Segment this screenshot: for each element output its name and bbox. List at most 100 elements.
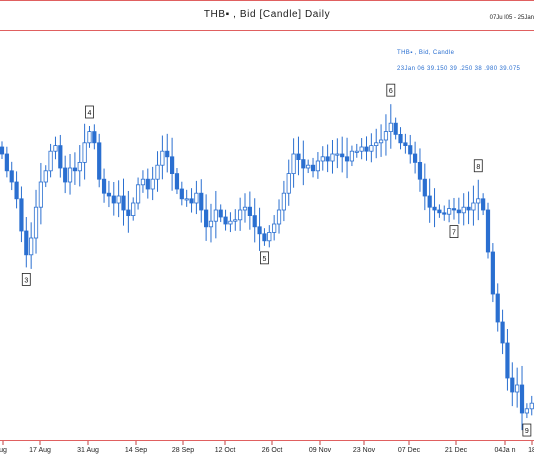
candle-body: [340, 153, 345, 158]
x-tick-label: 21 Dec: [445, 447, 468, 454]
candle-body: [398, 134, 403, 144]
candle-body: [29, 237, 34, 256]
candle-body: [510, 377, 515, 393]
candle-body: [63, 167, 68, 183]
candle-body: [247, 206, 252, 216]
candle-body: [296, 153, 301, 160]
wave-label-text: 4: [88, 110, 92, 117]
candle-body: [135, 184, 141, 204]
candle-body: [529, 402, 534, 410]
candle-body: [131, 202, 136, 216]
candle-body: [451, 208, 457, 211]
candle-body: [349, 150, 355, 162]
candle-body: [174, 173, 180, 190]
candle-body: [286, 173, 291, 194]
candle-body: [524, 408, 529, 414]
wave-label: 4: [85, 105, 94, 119]
candle-body: [383, 131, 389, 141]
candle-body: [228, 220, 233, 225]
candle-body: [408, 145, 413, 155]
candle-body: [165, 150, 170, 158]
wave-label-box: [260, 251, 269, 265]
candle-body: [33, 206, 39, 239]
candle-body: [374, 142, 379, 147]
candle-body: [276, 209, 282, 225]
wave-label-text: 8: [476, 164, 480, 171]
candle-body: [505, 342, 510, 379]
wave-label: 3: [21, 272, 31, 286]
wave-label: 5: [260, 251, 269, 265]
x-tick-label: 18: [528, 447, 534, 454]
wave-label-box: [449, 225, 459, 238]
candle-body: [442, 212, 447, 215]
wave-label: 8: [473, 159, 483, 173]
candle-body: [393, 122, 398, 135]
candle-body: [43, 170, 48, 183]
x-tick-label: 31 Aug: [77, 447, 99, 454]
candle-body: [471, 202, 476, 211]
x-axis-bar: ug 17 Aug 31 Aug 14 Sep 28 Sep 12 Oct 26 Oct 09…: [0, 440, 534, 462]
candle-body: [481, 198, 486, 211]
candle-body: [106, 192, 112, 197]
candle-body: [456, 209, 461, 214]
candlestick-plot[interactable]: 3 4 5 6 7 8 9: [0, 31, 534, 440]
candle-body: [378, 139, 384, 144]
candle-body: [116, 195, 121, 204]
wave-label-box: [386, 83, 396, 97]
candle-body: [252, 215, 257, 228]
candle-body: [485, 209, 491, 253]
candle-body: [145, 178, 150, 190]
candle-body: [388, 122, 393, 132]
candle-body: [14, 181, 19, 200]
candle-body: [403, 142, 408, 147]
candle-body: [48, 150, 53, 172]
candle-body: [476, 198, 481, 204]
chart-title: THB▪ , Bid [Candle] Daily: [203, 9, 331, 20]
candle-body: [315, 160, 321, 172]
candle-body: [242, 206, 248, 211]
candle-body: [344, 156, 350, 162]
candle-body: [369, 145, 374, 152]
candle-body: [97, 142, 102, 180]
wave-label-text: 6: [389, 88, 393, 95]
candle-body: [330, 153, 335, 162]
candle-body: [19, 198, 24, 232]
candle-body: [335, 153, 340, 156]
candle-body: [519, 384, 525, 414]
candle-body: [359, 146, 364, 152]
wave-label-text: 7: [452, 230, 456, 237]
x-tick-label: 04Ja n: [494, 447, 515, 454]
candle-body: [121, 195, 126, 211]
x-tick-label: ug: [0, 447, 7, 454]
candle-body: [184, 198, 189, 201]
candle-body: [194, 192, 199, 204]
wave-label-text: 3: [24, 277, 28, 284]
candle-body: [126, 209, 131, 216]
x-axis: ug 17 Aug 31 Aug 14 Sep 28 Sep 12 Oct 26 Oct 09…: [0, 441, 534, 454]
chart-area[interactable]: 3 4 5 6 7 8 9: [0, 31, 534, 440]
candle-body: [72, 167, 77, 172]
x-tick-label: 12 Oct: [215, 447, 236, 454]
wave-label-text: 9: [525, 428, 529, 435]
candle-body: [306, 164, 311, 169]
candle-body: [0, 146, 5, 155]
candle-body: [24, 230, 29, 256]
x-tick-label: 26 Oct: [262, 447, 283, 454]
candle-body: [262, 233, 267, 242]
candle-body: [291, 153, 296, 175]
candle-body: [9, 170, 14, 183]
candle-body: [140, 178, 146, 186]
candle-body: [155, 164, 160, 180]
wave-label-box: [522, 423, 532, 437]
candle-body: [87, 131, 92, 144]
candle-body: [92, 131, 97, 144]
wave-label-box: [85, 105, 94, 119]
candle-body: [325, 156, 330, 162]
candle-body: [238, 209, 243, 221]
wave-label-box: [21, 272, 31, 286]
candle-body: [150, 178, 155, 190]
candle-body: [101, 178, 107, 194]
x-tick-label: 17 Aug: [29, 447, 51, 454]
candle-body: [199, 192, 204, 211]
candle-body: [179, 188, 184, 200]
